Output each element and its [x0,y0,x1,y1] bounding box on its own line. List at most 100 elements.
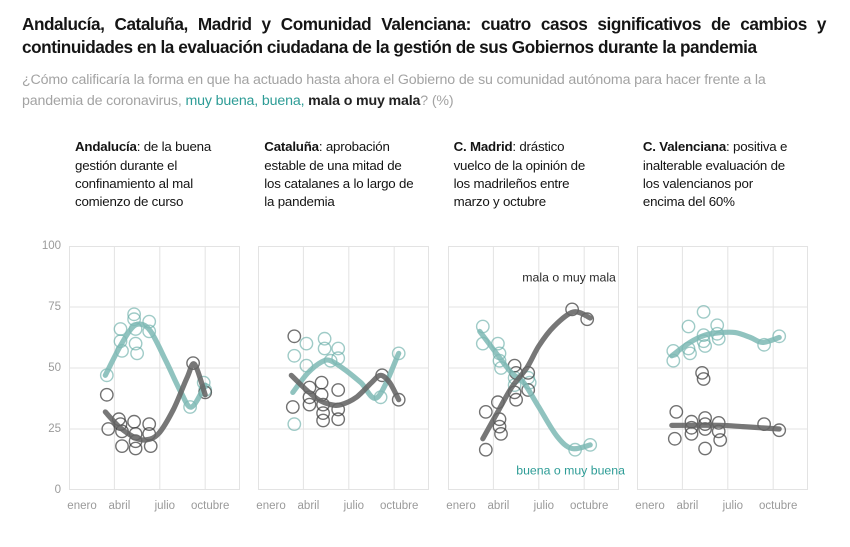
scatter-point-mala [115,439,129,454]
region-name: Cataluña [264,139,319,155]
scatter-point-mala [520,383,535,398]
series-label-annotation: mala o muy mala [522,271,616,285]
trend-line-buena [102,321,208,410]
x-axis-tick-label: enero [635,500,664,512]
scatter-point-mala [713,433,727,448]
question-positive-options: muy buena, buena, [185,92,305,109]
scatter-point-buena [127,307,141,322]
page-title: Andalucía, Cataluña, Madrid y Comunidad … [22,14,826,58]
scatter-point-mala [128,441,143,456]
panel-title-andalucia: Andalucía: de la buena gestión durante e… [69,138,240,234]
y-axis-labels: 0 25 50 75 100 [22,240,69,496]
panel-title-valenciana: C. Valenciana: positiva e inalterable ev… [637,138,808,234]
x-axis-tick-label: julio [343,500,364,512]
x-axis-tick-label: abril [676,500,698,512]
scatter-point-buena [696,305,711,320]
x-axis-tick-label: enero [446,500,475,512]
scatter-point-mala [287,329,302,344]
x-axis-tick-label: enero [257,500,286,512]
panel-subtitle: : drástico vuelco de la opinión de los m… [453,139,586,210]
scatter-point-buena [772,329,786,344]
y-axis-tick-label: 50 [48,361,61,374]
scatter-point-buena [299,336,314,351]
x-axis-tick-label: octubre [570,500,608,512]
scatter-point-mala [492,419,506,434]
panel-subtitle: : positiva e inalterable evaluación de l… [642,139,788,210]
question-prefix: ¿Cómo calificaría la forma en que ha act… [22,72,766,109]
trend-line-mala [288,372,402,409]
x-axis-tick-label: julio [721,500,742,512]
scatter-point-mala [478,443,493,457]
scatter-point-buena [183,400,198,415]
scatter-point-mala [302,397,317,412]
scatter-point-buena [130,346,144,361]
scatter-point-mala [493,427,508,442]
scatter-point-mala [99,388,114,402]
scatter-point-mala [696,372,711,387]
panel-title-madrid: C. Madrid: drástico vuelco de la opinión… [448,138,619,234]
x-axis-tick-label: octubre [759,500,797,512]
scatter-point-mala [316,413,331,428]
scatter-point-buena [681,319,696,334]
trend-line-buena [669,329,782,359]
x-axis-tick-label: octubre [191,500,229,512]
series-label-annotation: buena o muy buena [516,464,625,478]
scatter-point-buena [757,338,771,352]
scatter-point-buena [331,341,346,356]
trend-line-mala [669,422,782,432]
chart-panel-valenciana: enero abril julio octubre [635,246,808,512]
chart-panel-cataluna: enero abril julio octubre [257,246,430,512]
plot-frame [258,246,430,491]
scatter-point-mala [508,393,523,407]
question-negative-options: mala o muy mala [304,92,421,109]
panel-title-cataluna: Cataluña: aprobación estable de una mita… [258,138,429,234]
scatter-point-mala [698,441,712,456]
x-axis-tick-label: abril [298,500,320,512]
plot-frame [69,246,240,491]
plot-frame [447,246,619,491]
x-axis-tick-label: enero [67,500,96,512]
scatter-point-mala [316,406,331,421]
scatter-point-buena [287,417,302,432]
scatter-point-mala [127,415,141,429]
trend-line-mala [102,361,208,443]
scatter-point-mala [669,405,684,420]
scatter-point-mala [331,383,346,398]
scatter-point-mala [579,312,594,327]
trend-line-mala [479,309,593,442]
scatter-point-buena [287,349,302,363]
y-axis-tick-label: 100 [41,239,61,252]
survey-question: ¿Cómo calificaría la forma en que ha act… [22,70,826,111]
x-axis-tick-label: abril [109,500,131,512]
scatter-point-mala [667,432,682,446]
region-name: Andalucía [75,139,137,155]
trend-line-buena [476,329,593,452]
scatter-point-mala [286,400,300,415]
x-axis-tick-label: julio [532,500,553,512]
y-axis-tick-label: 25 [48,422,61,435]
scatter-point-buena [317,341,332,356]
scatter-point-mala [478,405,493,420]
y-axis-tick-label: 0 [54,483,61,496]
scatter-point-mala [101,422,116,437]
x-axis-tick-label: octubre [380,500,418,512]
panel-subtitle: : aprobación estable de una mitad de los… [264,139,414,210]
charts-row: 0 25 50 75 100 enero abril julio octubre enero a… [42,240,826,518]
chart-panel-madrid: mala o muy mala buena o muy buena enero abr… [446,246,625,512]
scatter-point-mala [314,375,329,390]
y-axis-tick-label: 75 [48,300,61,313]
x-axis-tick-label: abril [487,500,509,512]
infographic-page: Andalucía, Cataluña, Madrid y Comunidad … [22,14,826,518]
scatter-point-mala [142,417,157,432]
scatter-point-buena [128,336,143,351]
question-suffix: ? (%) [420,92,454,109]
scatter-point-buena [317,332,332,346]
panel-subtitle: : de la buena gestión durante el confina… [75,139,212,210]
chart-panel-andalucia: enero abril julio octubre [67,246,240,512]
scatter-point-buena [142,324,157,339]
scatter-point-buena [698,339,712,354]
region-name: C. Madrid [453,139,513,155]
plot-frame [636,246,808,491]
scatter-point-mala [186,356,201,371]
scatter-point-mala [564,302,579,317]
